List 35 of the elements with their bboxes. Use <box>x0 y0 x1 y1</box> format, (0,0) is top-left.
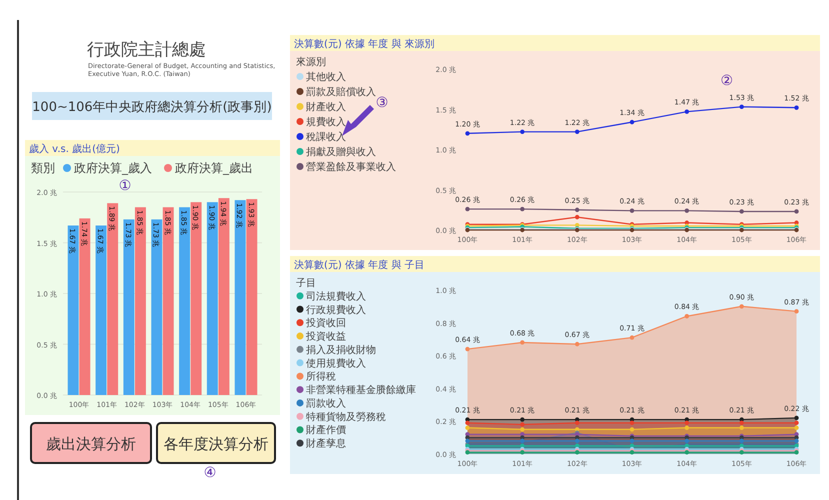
legend-title: 子目 <box>296 278 316 289</box>
text: ④ <box>204 465 216 481</box>
legend-label: 財產作價 <box>306 424 346 436</box>
legend-label: 政府決算_歲入 <box>74 161 152 175</box>
legend-label: 使用規費收入 <box>306 357 366 370</box>
button: 歲出決算分析 <box>30 422 152 464</box>
legend-label: 投資收益 <box>305 330 346 343</box>
legend-label: 財產收入 <box>306 101 346 113</box>
chart-title: 歲入 v.s. 歲出(億元) <box>29 143 120 155</box>
legend-label: 所得稅 <box>306 370 336 383</box>
legend-title: 類別 <box>31 161 55 175</box>
annotation: ② <box>720 73 734 90</box>
legend-label: 罰款及賠償收入 <box>306 86 376 98</box>
legend-label: 行政規費收入 <box>306 304 366 316</box>
legend-label: 特種貨物及勞務稅 <box>306 410 386 423</box>
legend-label: 罰款收入 <box>306 397 346 410</box>
text: 100~106年中央政府總決算分析(政事別) <box>32 99 272 115</box>
legend-label: 非營業特種基金賸餘繳庫 <box>306 384 416 396</box>
legend-label: 營業盈餘及事業收入 <box>306 161 396 173</box>
legend-label: 政府決算_歲出 <box>175 161 253 175</box>
text: 行政院主計總處 <box>87 40 206 60</box>
legend-label: 捐入及捐收財物 <box>306 344 376 356</box>
text: ③ <box>376 95 388 111</box>
legend-label: 其他收入 <box>306 71 346 83</box>
legend-label: 稅課收入 <box>306 131 346 143</box>
text: 決算數(元) 依據 年度 與 子目 <box>294 259 425 271</box>
legend-label: 財產孳息 <box>306 438 346 450</box>
chart-title: 決算數(元) 依據 年度 與 來源別 <box>294 38 435 50</box>
legend-label: 投資收回 <box>305 317 346 330</box>
legend-label: 司法規費收入 <box>306 290 366 302</box>
legend-title: 來源別 <box>296 56 326 68</box>
button: 各年度決算分析 <box>156 422 276 464</box>
legend-label: 規費收入 <box>306 116 346 128</box>
legend-label: 捐獻及贈與收入 <box>306 146 376 158</box>
annotation: ① <box>118 178 132 194</box>
